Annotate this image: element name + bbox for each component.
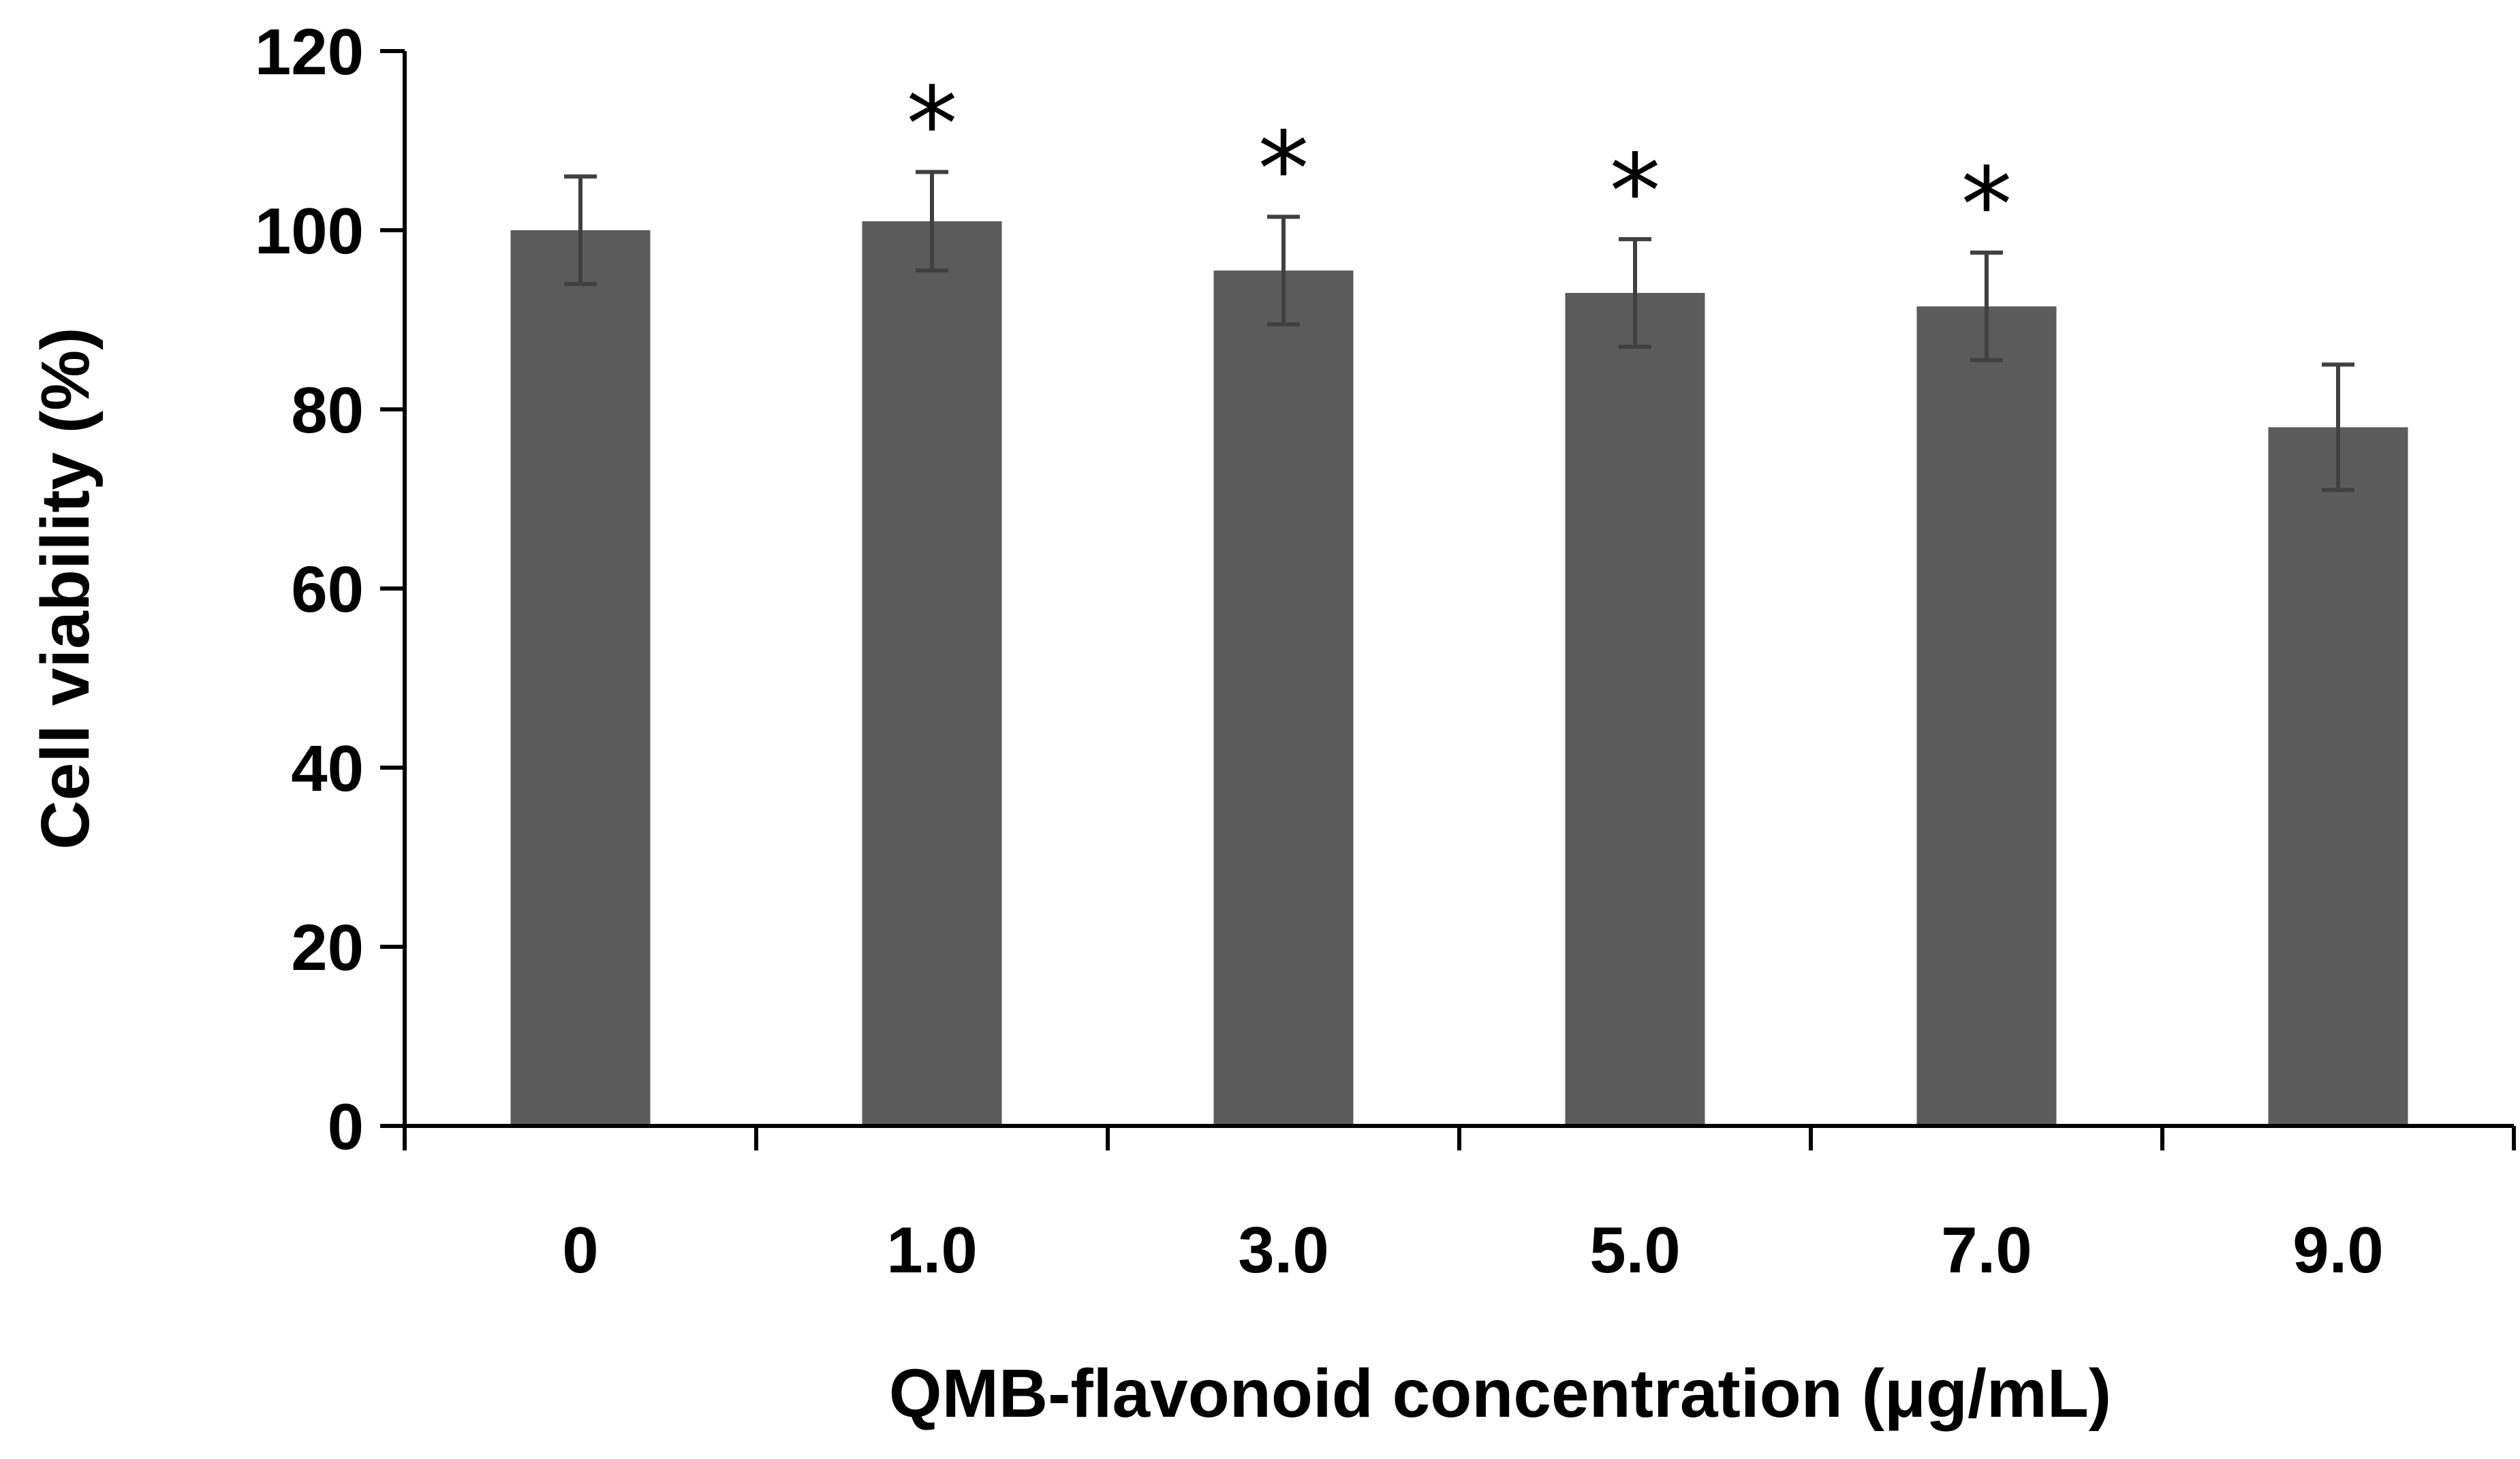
bar <box>2268 427 2408 1126</box>
x-tick-label: 0 <box>562 1214 598 1287</box>
x-tick-label: 9.0 <box>2292 1214 2383 1287</box>
bar <box>1213 270 1354 1126</box>
y-tick-label: 20 <box>291 911 364 984</box>
y-tick-label: 120 <box>255 16 364 89</box>
y-tick-label: 100 <box>255 195 364 268</box>
x-axis-title: QMB-flavonoid concentration (μg/mL) <box>889 1355 2111 1432</box>
significance-marker: * <box>907 66 958 185</box>
bar <box>1916 306 2057 1126</box>
significance-marker: * <box>1610 133 1661 251</box>
x-tick-label: 1.0 <box>886 1214 977 1287</box>
y-tick-label: 40 <box>291 732 364 805</box>
x-tick-label: 3.0 <box>1238 1214 1328 1287</box>
x-tick-label: 5.0 <box>1589 1214 1680 1287</box>
y-tick-label: 80 <box>291 374 364 447</box>
significance-marker: * <box>1961 146 2012 265</box>
y-axis-title: Cell viability (%) <box>27 328 104 850</box>
x-tick-label: 7.0 <box>1941 1214 2032 1287</box>
bar <box>510 230 651 1126</box>
bar <box>1565 293 1705 1126</box>
y-tick-label: 0 <box>328 1091 364 1163</box>
y-tick-label: 60 <box>291 553 364 626</box>
significance-marker: * <box>1258 110 1309 229</box>
bar <box>862 221 1002 1127</box>
